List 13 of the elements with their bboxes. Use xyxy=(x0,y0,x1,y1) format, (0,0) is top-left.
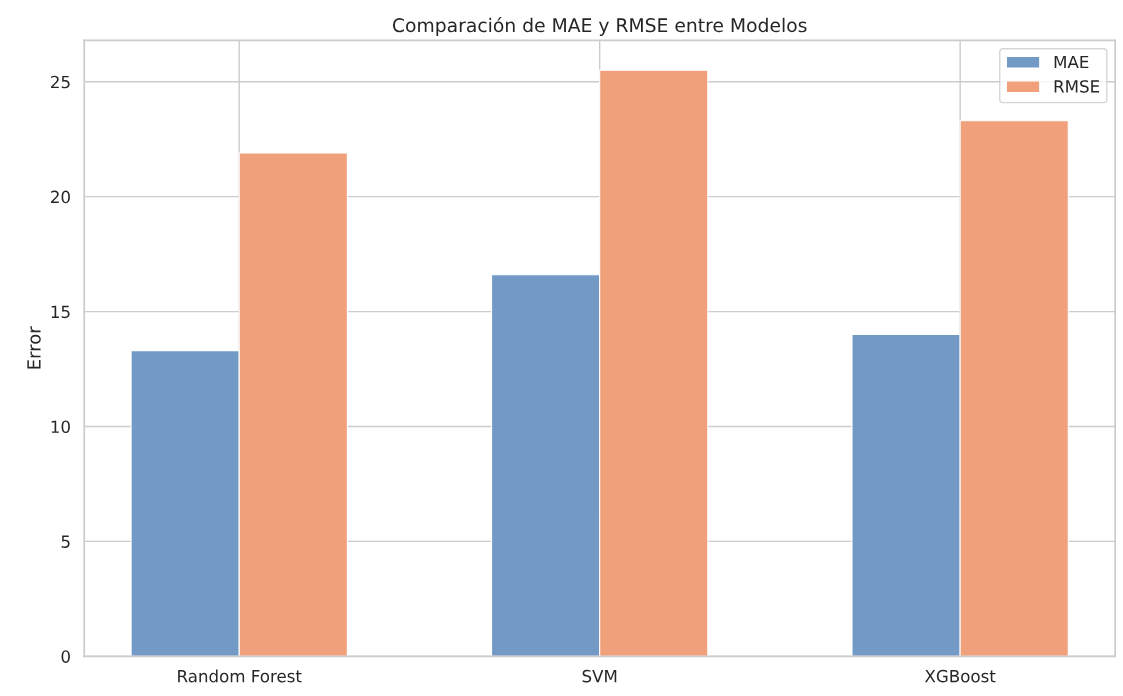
y-tick-label: 25 xyxy=(51,75,70,89)
y-tick-label: 10 xyxy=(51,420,70,434)
legend-label: RMSE xyxy=(1054,80,1100,93)
legend-label: MAE xyxy=(1054,55,1089,69)
x-tick-label: XGBoost xyxy=(924,669,996,683)
y-tick-label: 20 xyxy=(51,190,70,204)
x-tick-label: Random Forest xyxy=(178,669,302,683)
chart-title: Comparación de MAE y RMSE entre Modelos xyxy=(392,17,807,36)
x-tick-label: SVM xyxy=(582,669,617,683)
y-tick-label: 0 xyxy=(61,650,70,663)
y-tick-label: 5 xyxy=(61,535,70,548)
y-axis-title: Error xyxy=(27,326,41,369)
y-tick-label: 15 xyxy=(51,305,70,319)
